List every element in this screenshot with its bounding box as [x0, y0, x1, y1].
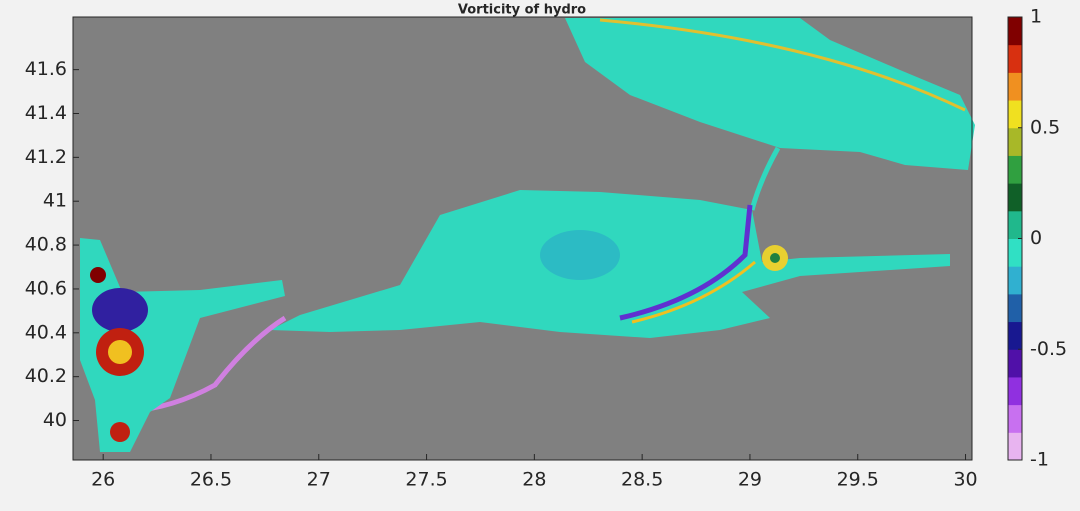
colorbar-segment: [1008, 349, 1022, 377]
colorbar-segment: [1008, 100, 1022, 128]
colorbar-segment: [1008, 128, 1022, 156]
colorbar-tick-label: 0: [1030, 227, 1042, 249]
colorbar-tick-label: 1: [1030, 6, 1042, 28]
colorbar-segment: [1008, 183, 1022, 211]
x-tick-label: 30: [953, 469, 977, 491]
colorbar-segment: [1008, 432, 1022, 460]
colorbar-segment: [1008, 266, 1022, 294]
eddy: [92, 288, 148, 332]
y-tick-label: 41.4: [25, 102, 67, 124]
x-tick-label: 26: [91, 469, 115, 491]
y-tick-label: 40.4: [25, 321, 67, 343]
chart-title: Vorticity of hydro: [458, 3, 586, 18]
chart: Vorticity of hydro 26 26.5 27 27.5 28 28.5 29 2…: [0, 0, 1080, 511]
x-tick-label: 29: [738, 469, 762, 491]
colorbar-tick-label: 0.5: [1030, 116, 1060, 138]
x-tick-label: 28: [522, 469, 546, 491]
colorbar-segment: [1008, 405, 1022, 433]
colorbar-tick-label: -0.5: [1030, 338, 1067, 360]
y-tick-label: 41.6: [25, 58, 67, 80]
x-tick-label: 27: [307, 469, 331, 491]
y-tick-label: 40: [43, 409, 67, 431]
y-tick-label: 41.2: [25, 146, 67, 168]
colorbar-segment: [1008, 17, 1022, 45]
y-tick-label: 40.8: [25, 234, 67, 256]
colorbar-segment: [1008, 294, 1022, 322]
colorbar-segment: [1008, 45, 1022, 73]
colorbar-segment: [1008, 377, 1022, 405]
x-tick-label: 27.5: [405, 469, 447, 491]
x-tick-label: 26.5: [190, 469, 232, 491]
colorbar-segment: [1008, 211, 1022, 239]
eddy: [108, 340, 132, 364]
x-tick-label: 28.5: [621, 469, 663, 491]
eddy: [770, 253, 780, 263]
x-tick-label: 29.5: [837, 469, 879, 491]
colorbar-segment: [1008, 155, 1022, 183]
colorbar-tick-label: -1: [1030, 449, 1049, 471]
colorbar-segment: [1008, 239, 1022, 267]
colorbar-segment: [1008, 72, 1022, 100]
colorbar-segment: [1008, 322, 1022, 350]
eddy: [540, 230, 620, 280]
y-tick-label: 40.2: [25, 365, 67, 387]
y-tick-label: 40.6: [25, 277, 67, 299]
eddy: [90, 267, 106, 283]
eddy: [110, 422, 130, 442]
y-tick-label: 41: [43, 190, 67, 212]
